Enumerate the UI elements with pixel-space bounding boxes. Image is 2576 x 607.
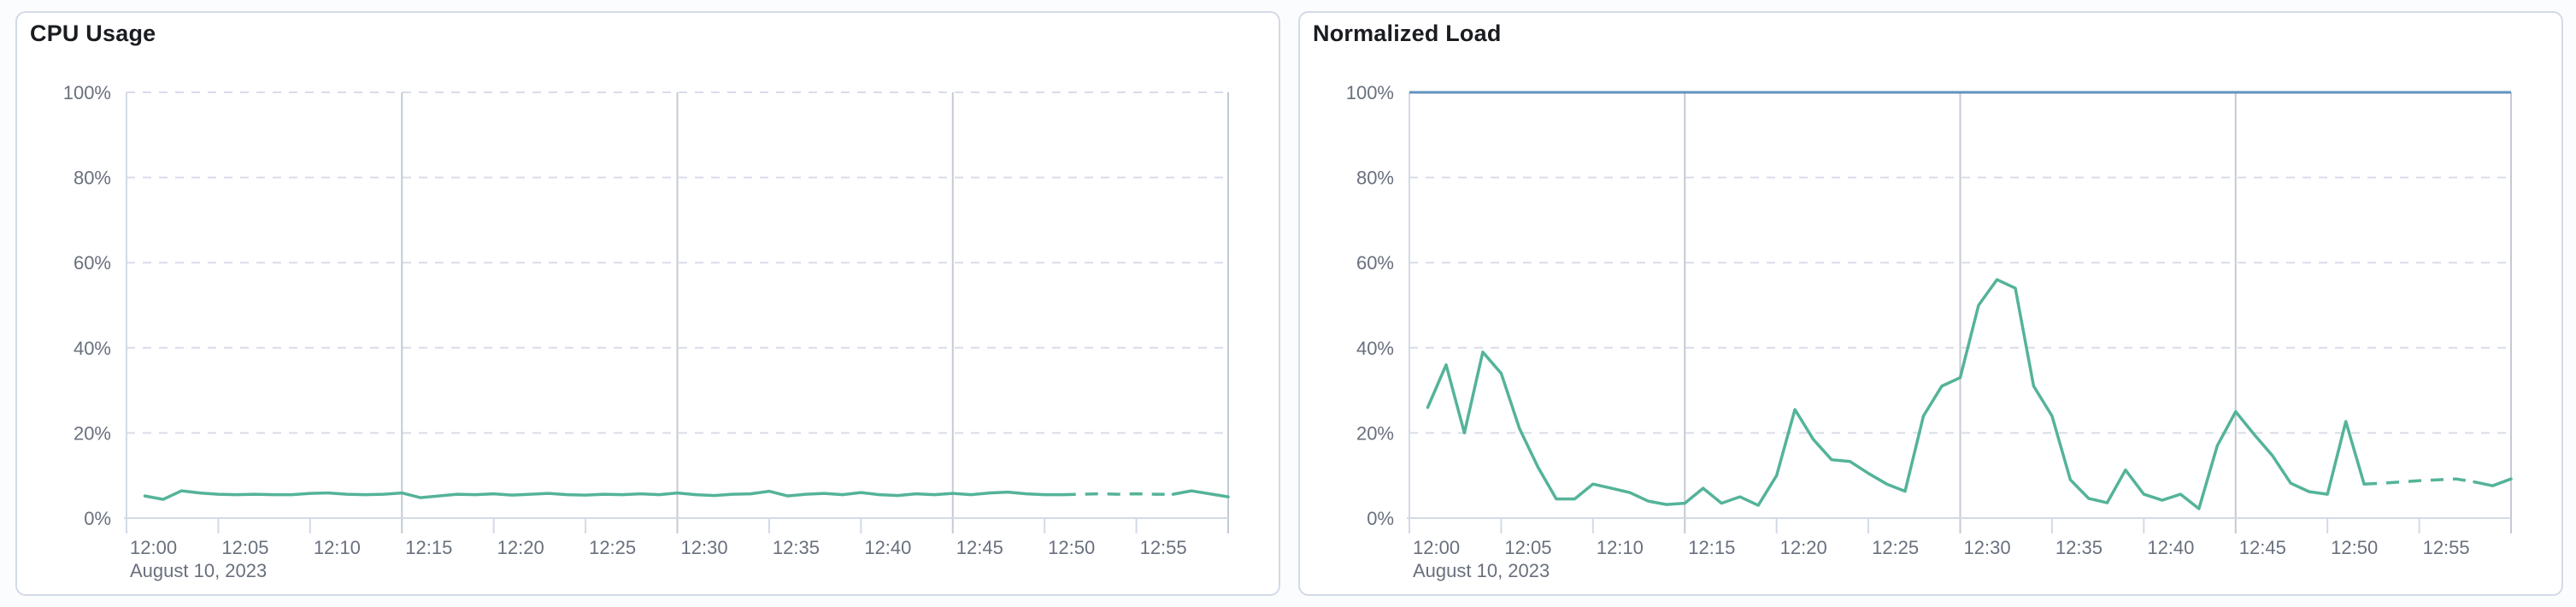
x-tick-label: 12:30 xyxy=(1964,537,2011,558)
x-tick-label: 12:00 xyxy=(1413,537,1460,558)
x-tick-label: 12:50 xyxy=(2331,537,2378,558)
x-tick-label: 12:20 xyxy=(497,537,544,558)
y-tick-label: 40% xyxy=(74,338,111,359)
x-tick-label: 12:05 xyxy=(221,537,268,558)
cpu-usage-chart[interactable]: 0% 20% 40% 60% 80% 100% 12:00 12:05 12:10 12:15 12… xyxy=(17,13,1279,594)
y-tick-label: 60% xyxy=(1356,252,1394,274)
cpu-usage-panel: 0% 20% 40% 60% 80% 100% 12:00 12:05 12:10 12:15 12… xyxy=(15,11,1280,596)
series-line-solid xyxy=(2473,477,2513,487)
x-tick-label: 12:45 xyxy=(956,537,1003,558)
y-tick-label: 20% xyxy=(74,422,111,444)
series-line-solid xyxy=(1171,489,1230,498)
x-tick-label: 12:35 xyxy=(773,537,820,558)
y-tick-label: 60% xyxy=(74,252,111,274)
y-tick-label: 0% xyxy=(84,508,111,529)
series-line-dashed xyxy=(1062,492,1173,497)
x-tick-label: 12:40 xyxy=(2147,537,2194,558)
x-axis-date-label: August 10, 2023 xyxy=(130,560,267,581)
x-tick-label: 12:05 xyxy=(1504,537,1551,558)
x-tick-label: 12:30 xyxy=(681,537,728,558)
normalized-load-panel: 0% 20% 40% 60% 80% 100% 12:00 12:05 12:10 12:15 12… xyxy=(1298,11,2563,596)
y-tick-label: 100% xyxy=(1346,82,1394,103)
panel-title: Normalized Load xyxy=(1313,21,1502,46)
x-axis-date-label: August 10, 2023 xyxy=(1413,560,1550,581)
y-tick-label: 80% xyxy=(1356,168,1394,189)
x-tick-label: 12:00 xyxy=(130,537,177,558)
x-tick-label: 12:10 xyxy=(314,537,361,558)
x-tick-label: 12:55 xyxy=(1140,537,1187,558)
x-tick-label: 12:55 xyxy=(2423,537,2470,558)
y-tick-label: 20% xyxy=(1356,422,1394,444)
y-tick-label: 40% xyxy=(1356,338,1394,359)
x-tick-label: 12:15 xyxy=(405,537,452,558)
series-line-dashed xyxy=(2364,477,2475,486)
y-tick-label: 0% xyxy=(1367,508,1394,529)
x-tick-label: 12:25 xyxy=(1872,537,1919,558)
normalized-load-chart[interactable]: 0% 20% 40% 60% 80% 100% 12:00 12:05 12:10 12:15 12… xyxy=(1300,13,2561,594)
x-tick-label: 12:10 xyxy=(1597,537,1644,558)
x-tick-label: 12:15 xyxy=(1688,537,1735,558)
panel-title: CPU Usage xyxy=(30,21,156,46)
series-line-solid xyxy=(143,489,1065,501)
series-line-solid xyxy=(1426,278,2366,510)
y-tick-label: 80% xyxy=(74,168,111,189)
x-tick-label: 12:20 xyxy=(1780,537,1827,558)
y-tick-label: 100% xyxy=(63,82,111,103)
x-tick-label: 12:50 xyxy=(1048,537,1095,558)
x-tick-label: 12:25 xyxy=(589,537,636,558)
x-tick-label: 12:35 xyxy=(2056,537,2103,558)
x-tick-label: 12:45 xyxy=(2239,537,2286,558)
x-tick-label: 12:40 xyxy=(864,537,911,558)
